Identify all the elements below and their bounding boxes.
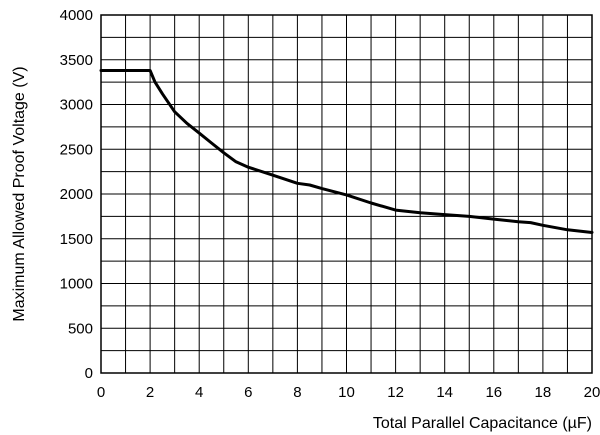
x-tick-label: 12 xyxy=(387,384,404,401)
y-tick-label: 3500 xyxy=(60,52,93,69)
y-axis: 0 500 1000 1500 2000 2500 3000 3500 4000 xyxy=(60,7,93,382)
y-tick-label: 2500 xyxy=(60,141,93,158)
plot-frame xyxy=(100,14,593,374)
y-tick-label: 500 xyxy=(68,320,93,337)
y-tick-label: 1500 xyxy=(60,231,93,248)
x-tick-label: 0 xyxy=(97,384,105,401)
x-tick-label: 6 xyxy=(244,384,252,401)
y-tick-label: 4000 xyxy=(60,7,93,24)
x-axis: 0 2 4 6 8 10 12 14 16 18 20 xyxy=(97,384,600,401)
y-tick-label: 3000 xyxy=(60,97,93,114)
y-axis-title: Maximum Allowed Proof Voltage (V) xyxy=(11,66,28,321)
x-axis-title: Total Parallel Capacitance (µF) xyxy=(373,415,592,432)
grid xyxy=(101,15,592,373)
x-tick-label: 2 xyxy=(146,384,154,401)
y-tick-label: 1000 xyxy=(60,276,93,293)
y-tick-label: 2000 xyxy=(60,186,93,203)
x-tick-label: 10 xyxy=(338,384,355,401)
x-tick-label: 14 xyxy=(436,384,453,401)
x-tick-label: 18 xyxy=(535,384,552,401)
y-tick-label: 0 xyxy=(85,365,93,382)
series-line xyxy=(99,69,594,234)
x-tick-label: 4 xyxy=(195,384,203,401)
x-tick-label: 16 xyxy=(485,384,502,401)
x-tick-label: 20 xyxy=(584,384,600,401)
x-tick-label: 8 xyxy=(293,384,301,401)
